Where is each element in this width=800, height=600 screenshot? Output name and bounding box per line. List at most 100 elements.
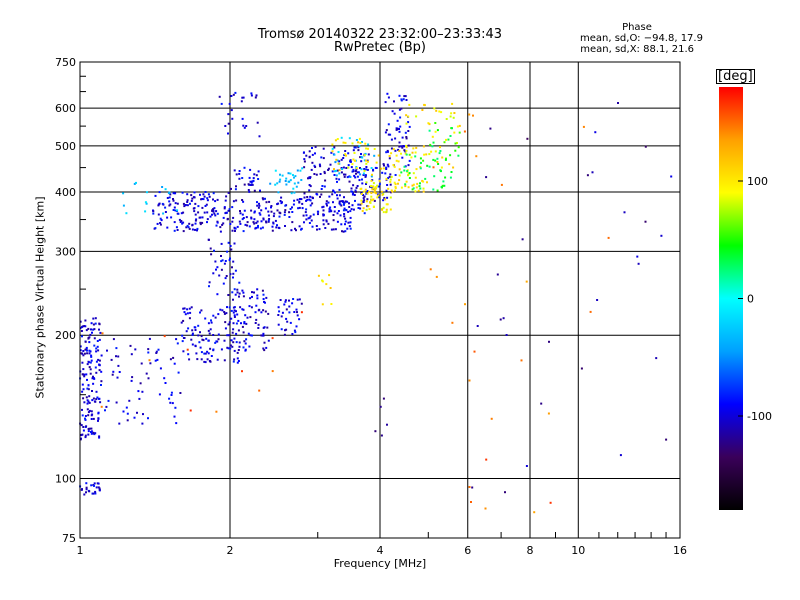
data-point: [336, 212, 339, 215]
data-point: [360, 199, 363, 202]
data-point: [387, 165, 390, 168]
data-point: [235, 199, 238, 202]
data-point: [352, 158, 355, 161]
data-point: [344, 223, 346, 226]
data-point: [355, 168, 358, 171]
data-point: [382, 211, 385, 214]
data-point: [227, 323, 230, 326]
data-point: [366, 190, 369, 192]
data-point: [328, 207, 331, 210]
data-point: [172, 356, 175, 359]
data-point: [100, 405, 103, 408]
data-point: [256, 297, 259, 300]
data-point: [241, 199, 244, 201]
data-point: [315, 192, 318, 195]
data-point: [472, 114, 474, 117]
data-point: [374, 430, 377, 433]
data-point: [233, 349, 236, 352]
data-point: [204, 191, 207, 193]
data-point: [297, 181, 300, 184]
data-point: [439, 169, 442, 172]
data-point: [220, 102, 223, 105]
data-point: [181, 340, 184, 343]
data-point: [426, 164, 429, 167]
data-point: [288, 180, 291, 183]
data-point: [159, 367, 162, 370]
data-point: [367, 143, 370, 146]
data-point: [373, 191, 376, 194]
data-point: [451, 321, 454, 324]
data-point: [502, 317, 505, 320]
data-point: [228, 208, 231, 211]
data-point: [289, 321, 292, 324]
data-point: [236, 225, 239, 228]
data-point: [318, 163, 321, 166]
data-point: [321, 303, 324, 306]
data-point: [214, 260, 217, 263]
data-point: [298, 201, 301, 204]
data-point: [242, 217, 245, 219]
data-point: [243, 340, 246, 343]
data-point: [580, 367, 583, 370]
data-point: [226, 217, 229, 220]
data-point: [96, 396, 99, 399]
data-point: [281, 311, 284, 314]
data-point: [347, 164, 350, 167]
data-point: [237, 349, 240, 351]
data-point: [229, 245, 232, 247]
data-point: [238, 281, 241, 284]
data-point: [162, 212, 165, 215]
data-point: [225, 312, 228, 315]
data-point: [303, 192, 306, 195]
data-point: [170, 216, 173, 219]
data-point: [255, 318, 258, 321]
data-point: [398, 141, 401, 144]
data-point: [404, 95, 407, 98]
data-point: [400, 98, 403, 101]
data-point: [267, 312, 270, 315]
data-point: [371, 188, 374, 191]
data-point: [232, 322, 235, 325]
data-point: [233, 309, 236, 312]
data-point: [406, 170, 409, 173]
data-point: [343, 213, 346, 215]
data-point: [457, 146, 460, 149]
data-point: [385, 208, 388, 211]
data-point: [204, 317, 207, 320]
data-point: [309, 199, 312, 202]
data-point: [95, 347, 98, 350]
data-point: [194, 202, 197, 205]
data-point: [223, 311, 226, 313]
data-point: [452, 116, 455, 119]
data-point: [253, 210, 256, 213]
data-point: [271, 370, 274, 373]
data-point: [358, 145, 361, 148]
data-point: [329, 206, 332, 209]
data-point: [452, 166, 455, 169]
data-point: [340, 200, 343, 203]
data-point: [432, 158, 435, 161]
data-point: [141, 422, 144, 425]
data-point: [90, 431, 92, 433]
data-point: [297, 207, 300, 210]
data-point: [190, 306, 193, 309]
data-point: [400, 171, 403, 174]
data-point: [323, 170, 326, 173]
data-point: [338, 188, 341, 191]
data-point: [408, 177, 411, 179]
data-point: [86, 402, 89, 405]
data-point: [256, 201, 258, 204]
data-point: [92, 397, 95, 400]
data-point: [389, 208, 392, 211]
data-point: [254, 311, 257, 314]
data-point: [182, 211, 185, 214]
data-point: [93, 328, 96, 331]
data-point: [211, 213, 213, 216]
data-point: [145, 372, 148, 375]
data-point: [437, 163, 440, 165]
data-point: [271, 225, 274, 228]
data-point: [229, 347, 232, 350]
data-point: [352, 184, 355, 187]
data-point: [354, 159, 356, 162]
data-point: [172, 209, 175, 211]
